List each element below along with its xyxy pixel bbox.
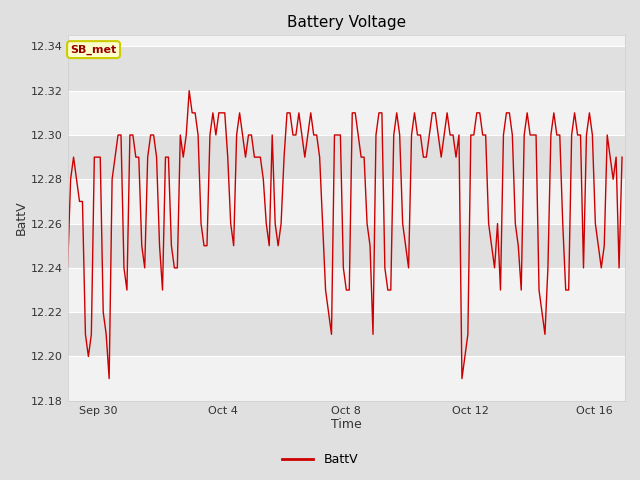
Y-axis label: BattV: BattV [15,201,28,235]
Bar [68,312,625,357]
Legend: BattV: BattV [277,448,363,471]
Bar [68,224,625,268]
Title: Battery Voltage: Battery Voltage [287,15,406,30]
Bar [68,268,625,312]
Bar [68,91,625,135]
Bar [68,357,625,401]
Bar [68,180,625,224]
Text: SB_met: SB_met [70,45,116,55]
Bar [68,47,625,91]
X-axis label: Time: Time [331,419,362,432]
Bar [68,135,625,180]
